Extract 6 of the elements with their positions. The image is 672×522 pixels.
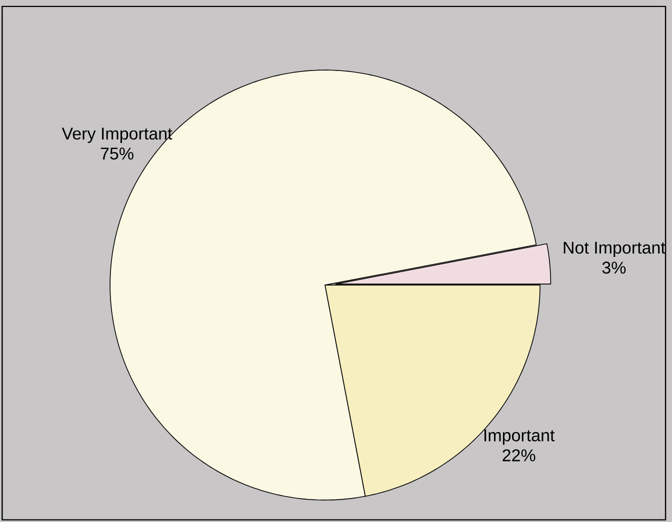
slice-label: Important xyxy=(484,430,555,445)
slice-label: Not Important xyxy=(564,242,666,258)
slice-label: Very Important xyxy=(62,128,172,143)
data-label: 22% xyxy=(502,449,536,462)
data-label: 75% xyxy=(100,148,134,160)
data-label: 3% xyxy=(602,262,626,274)
